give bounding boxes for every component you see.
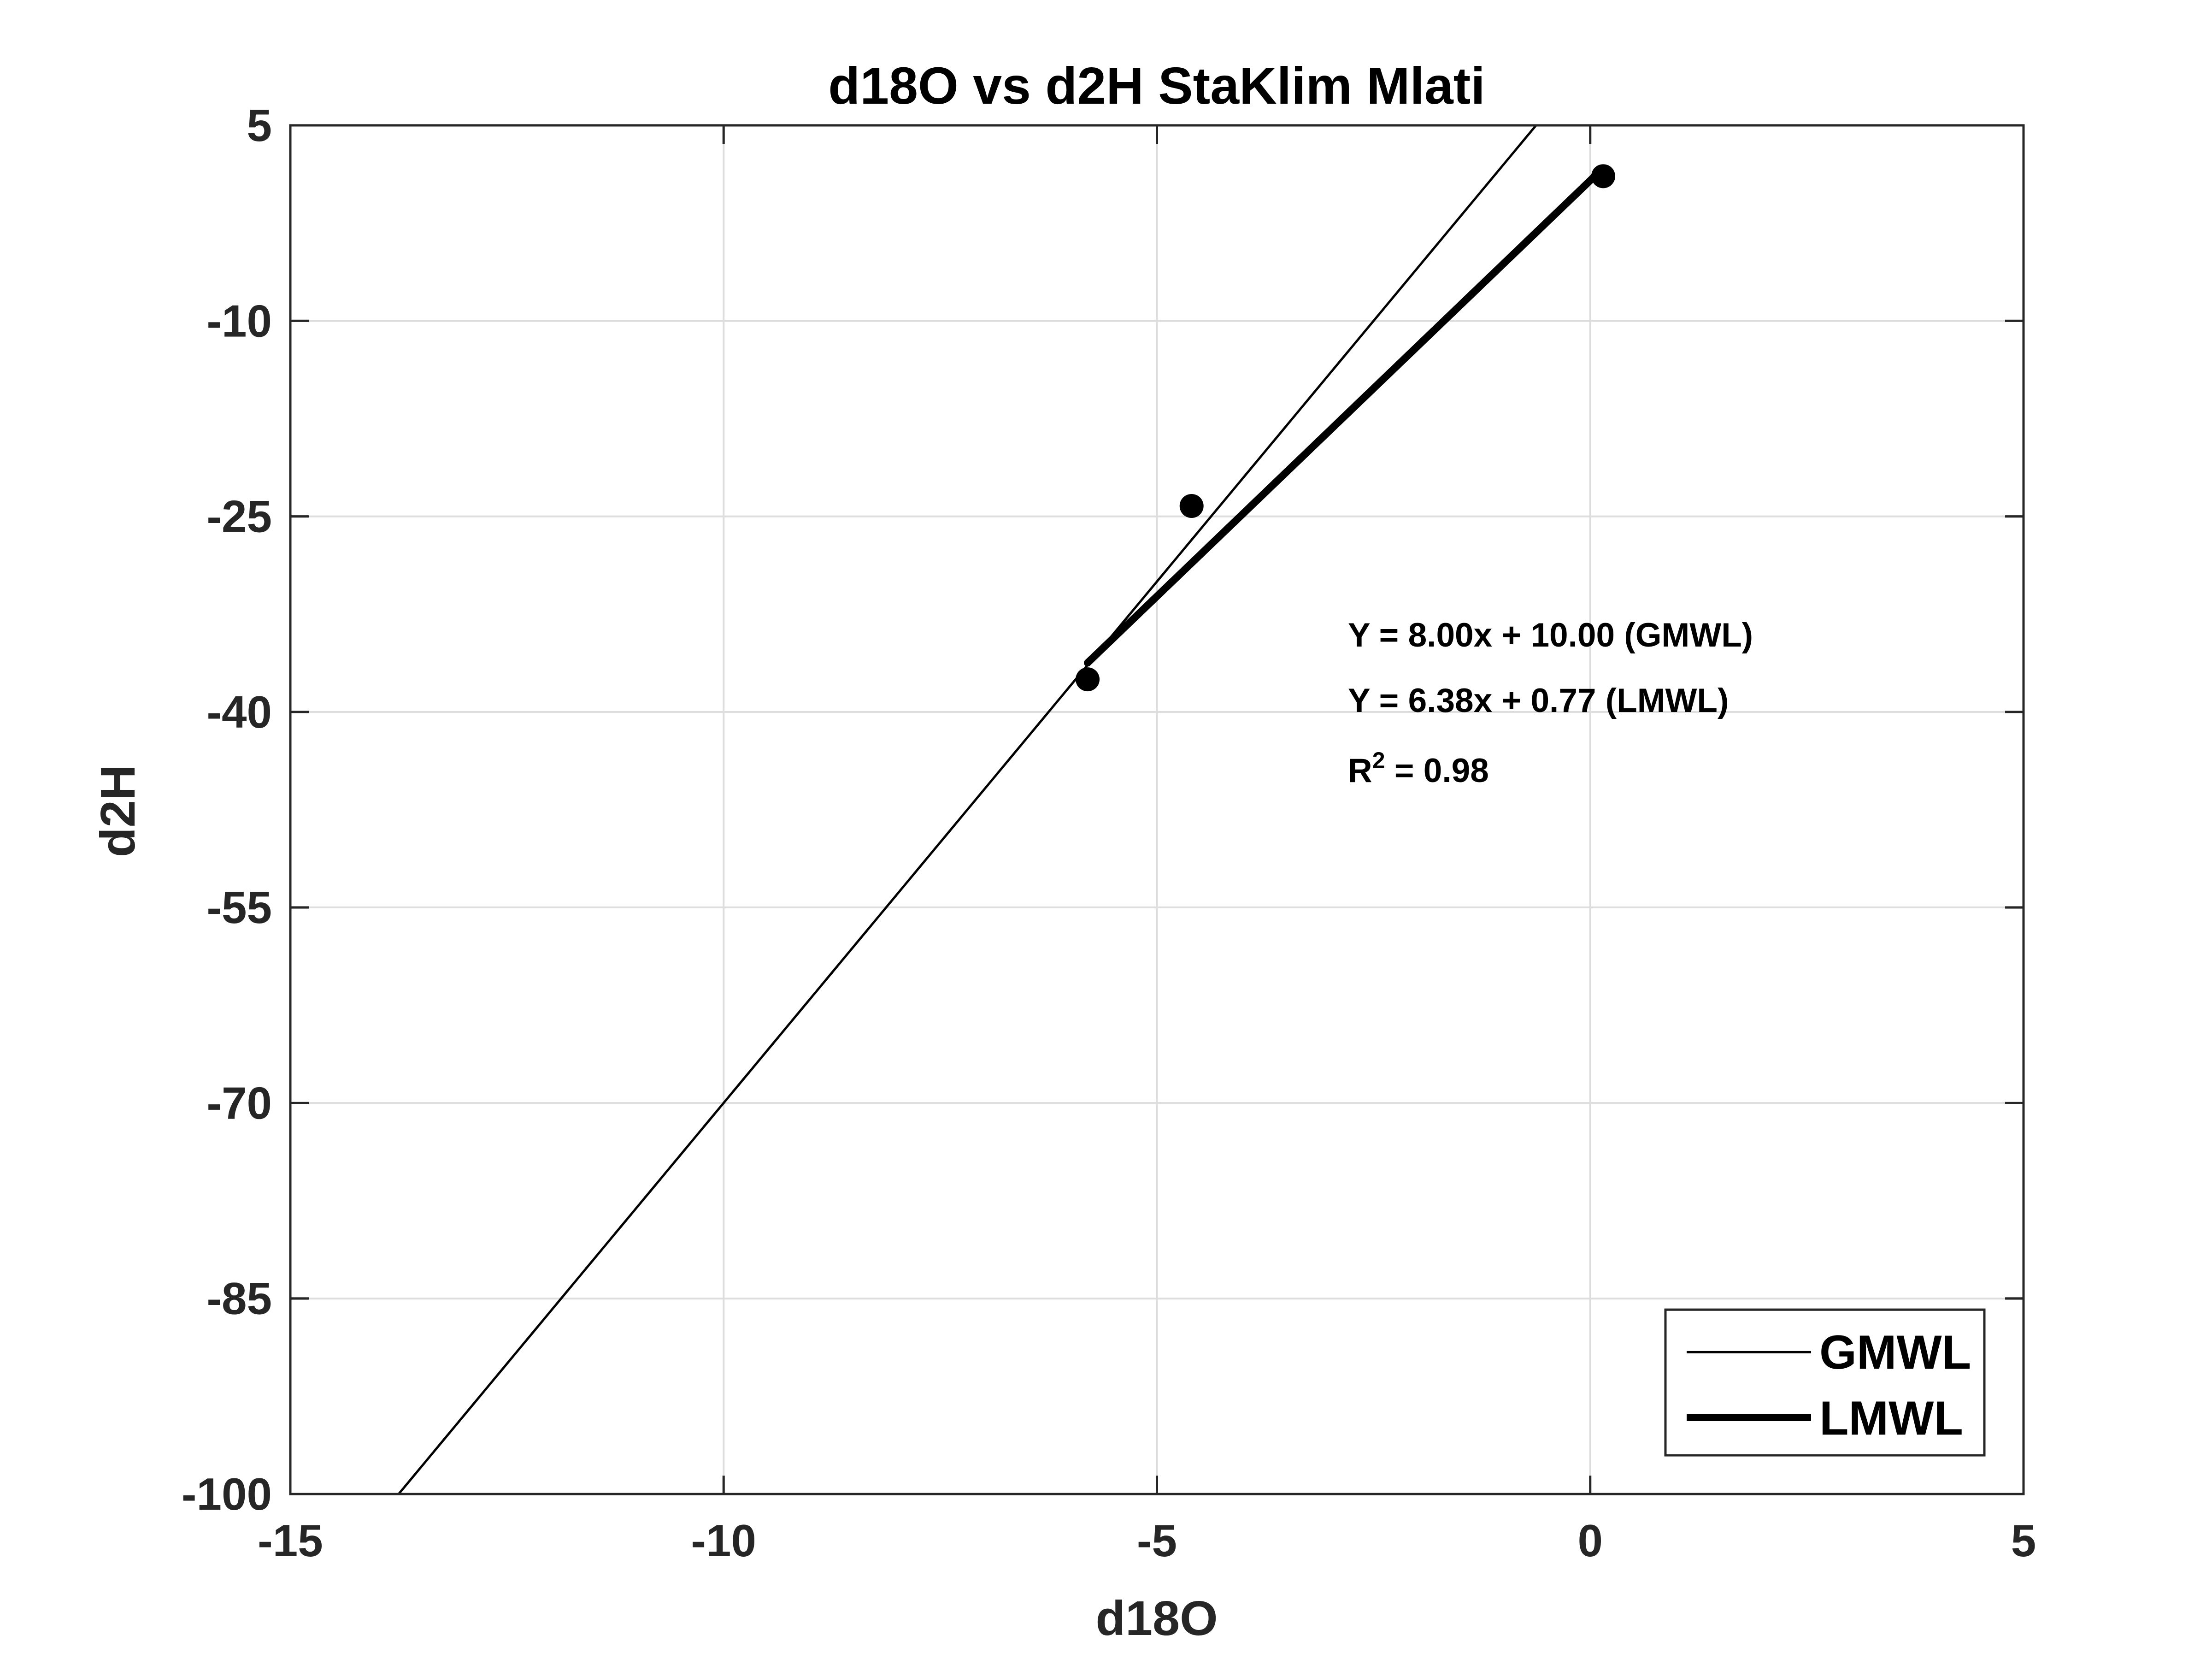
y-tick-label: 5	[247, 100, 272, 151]
axis-ticks	[289, 124, 2025, 1495]
y-tick-label: -70	[206, 1077, 272, 1128]
r-squared-value: = 0.98	[1385, 752, 1489, 789]
y-axis-label: d2H	[91, 765, 145, 857]
data-point	[1179, 494, 1204, 518]
lmwl-equation: Y = 6.38x + 0.77 (LMWL)	[1348, 682, 1729, 719]
data-point	[1591, 164, 1615, 188]
series-lines	[397, 124, 1607, 1495]
x-axis-label: d18O	[1095, 1591, 1218, 1646]
r-squared-label: R	[1348, 752, 1372, 789]
x-tick-label: 5	[2011, 1515, 2036, 1566]
legend-box	[1664, 1308, 1986, 1457]
chart-title: d18O vs d2H StaKlim Mlati	[828, 57, 1485, 115]
series-line-gmwl	[397, 124, 1537, 1495]
y-tick-label: -55	[206, 882, 272, 933]
data-points	[1076, 164, 1615, 692]
gmwl-equation: Y = 8.00x + 10.00 (GMWL)	[1348, 617, 1753, 654]
x-tick-label: -5	[1137, 1515, 1177, 1566]
r-squared: R2 = 0.98	[1348, 747, 1489, 789]
x-tick-label: -10	[691, 1515, 756, 1566]
legend: GMWL LMWL	[1664, 1308, 1986, 1457]
legend-label-lmwl: LMWL	[1819, 1392, 1963, 1445]
series-line-lmwl	[1084, 164, 1607, 667]
y-tick-label: -10	[206, 295, 272, 346]
y-tick-labels: 5 -10 -25 -40 -55 -70 -85 -100	[182, 100, 272, 1519]
r-squared-superscript: 2	[1372, 747, 1385, 773]
y-tick-label: -85	[206, 1273, 272, 1324]
x-tick-label: -15	[258, 1515, 323, 1566]
plot-area	[289, 124, 2025, 1495]
y-tick-label: -40	[206, 687, 272, 737]
legend-label-gmwl: GMWL	[1819, 1326, 1971, 1379]
equation-annotations: Y = 8.00x + 10.00 (GMWL) Y = 6.38x + 0.7…	[1348, 617, 1753, 789]
x-tick-labels: -15 -10 -5 0 5	[258, 1515, 2036, 1566]
y-tick-label: -100	[182, 1469, 272, 1519]
x-tick-label: 0	[1577, 1515, 1603, 1566]
data-point	[1076, 667, 1100, 692]
y-tick-label: -25	[206, 491, 272, 542]
